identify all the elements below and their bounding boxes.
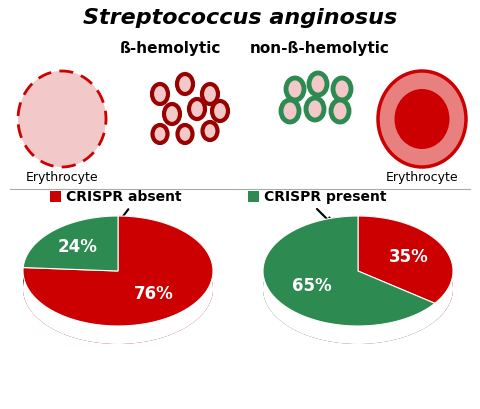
Ellipse shape (23, 234, 213, 344)
Ellipse shape (203, 123, 217, 141)
Ellipse shape (212, 102, 228, 122)
Text: 35%: 35% (389, 247, 429, 265)
Ellipse shape (395, 90, 449, 150)
Ellipse shape (202, 85, 218, 105)
Polygon shape (263, 216, 435, 326)
Ellipse shape (281, 101, 299, 123)
Ellipse shape (333, 79, 351, 101)
Text: CRISPR present: CRISPR present (264, 189, 386, 204)
Ellipse shape (306, 99, 324, 121)
Text: ß-hemolytic: ß-hemolytic (120, 40, 221, 55)
Polygon shape (358, 216, 453, 321)
Ellipse shape (189, 100, 205, 120)
Text: non-ß-hemolytic: non-ß-hemolytic (250, 40, 390, 55)
Ellipse shape (331, 101, 349, 123)
Text: Erythrocyte: Erythrocyte (26, 171, 98, 184)
Text: Erythrocyte: Erythrocyte (386, 171, 458, 184)
Polygon shape (23, 216, 213, 326)
Polygon shape (23, 216, 118, 271)
Text: CRISPR absent: CRISPR absent (66, 189, 181, 204)
Ellipse shape (152, 85, 168, 105)
Ellipse shape (309, 74, 327, 96)
Ellipse shape (263, 234, 453, 344)
Polygon shape (263, 216, 435, 344)
Polygon shape (358, 216, 453, 303)
Text: Streptococcus anginosus: Streptococcus anginosus (83, 8, 397, 28)
Ellipse shape (164, 105, 180, 125)
Text: 24%: 24% (58, 238, 97, 256)
Ellipse shape (286, 79, 304, 101)
FancyBboxPatch shape (50, 191, 61, 202)
Ellipse shape (153, 126, 168, 144)
Text: 76%: 76% (134, 284, 174, 302)
Text: 65%: 65% (292, 276, 331, 294)
FancyBboxPatch shape (248, 191, 259, 202)
Ellipse shape (378, 72, 466, 168)
Polygon shape (23, 216, 213, 344)
Ellipse shape (177, 75, 193, 95)
Ellipse shape (178, 126, 192, 144)
Polygon shape (23, 216, 118, 286)
Ellipse shape (18, 72, 106, 168)
